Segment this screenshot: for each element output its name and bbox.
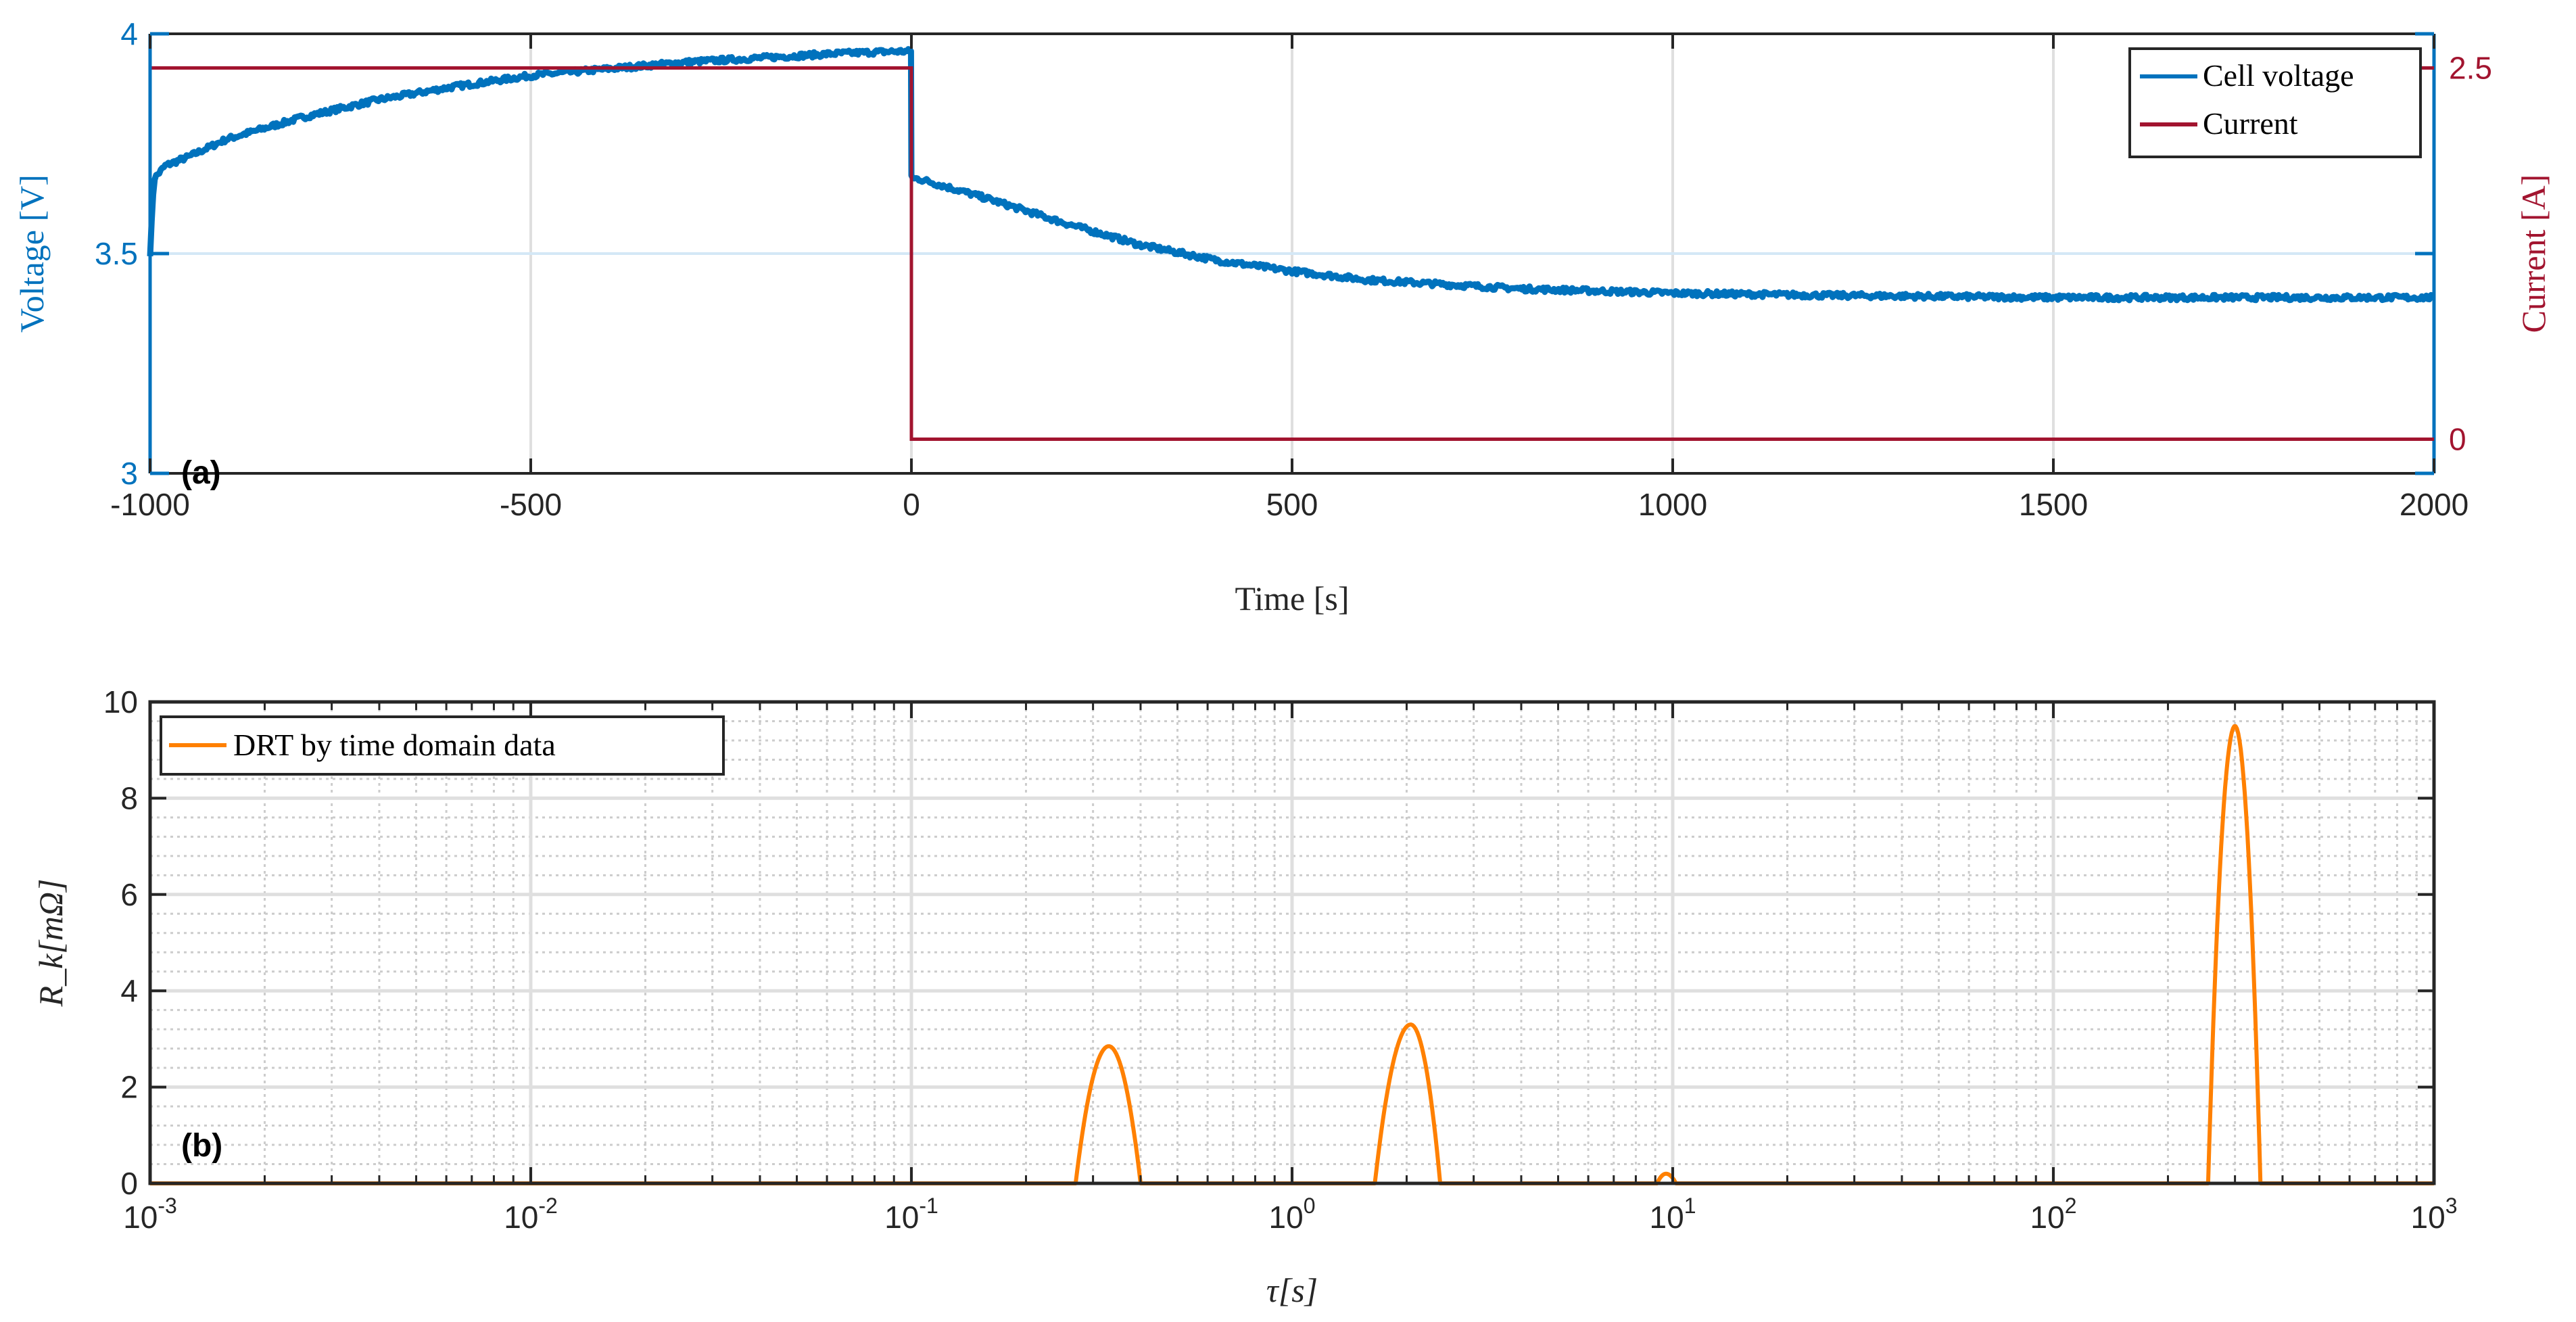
panel-a-legend: Cell voltage Current: [2128, 47, 2422, 158]
panel-b-ytick-label: 10: [103, 684, 138, 719]
legend-label-drt: DRT by time domain data: [233, 728, 556, 762]
panel-a-xtick-label: -500: [500, 487, 562, 522]
panel-a-xtick-label: 0: [903, 487, 920, 522]
panel-b-xtick-label: 103: [2411, 1194, 2458, 1235]
panel-a-xtick-label: 500: [1266, 487, 1318, 522]
panel-b-xtick-label: 10-1: [884, 1194, 938, 1235]
panel-b-xtick-label: 102: [2030, 1194, 2077, 1235]
panel-b-ytick-label: 6: [120, 877, 138, 912]
panel-b-xlabel: τ[s]: [1266, 1271, 1318, 1309]
panel-a-ytick-right-label: 2.5: [2449, 51, 2492, 86]
panel-a-xtick-label: 1500: [2019, 487, 2088, 522]
panel-b-legend-box: [160, 715, 725, 776]
panel-b-ticks: 0 2 4 6 8 10 10-3 10-2 10-1 100 101 102 103: [103, 684, 2458, 1235]
current-line: [150, 66, 2434, 441]
panel-b-ytick-label: 0: [120, 1166, 138, 1201]
legend-label-current: Current: [2203, 106, 2298, 141]
panel-a-xlabel: Time [s]: [1235, 580, 1349, 617]
panel-a-ylabel-left: Voltage [V]: [13, 174, 51, 333]
legend-label-cell-voltage: Cell voltage: [2203, 58, 2354, 93]
panel-b-ytick-label: 4: [120, 973, 138, 1008]
panel-a-legend-box: [2128, 47, 2422, 158]
panel-a-ytick-left-label: 3: [120, 456, 138, 491]
panel-b: 0 2 4 6 8 10 10-3 10-2 10-1 100 101 102 103 τ[s] R_k…: [32, 684, 2457, 1309]
panel-a-label: (a): [181, 455, 221, 491]
panel-a-ytick-left-label: 4: [120, 16, 138, 51]
panel-b-xtick-label: 100: [1269, 1194, 1316, 1235]
panel-b-ytick-label: 2: [120, 1070, 138, 1105]
panel-b-label: (b): [181, 1128, 222, 1164]
panel-a: -1000 -500 0 500 1000 1500 2000 3 3.5 4 0 2.5 Time …: [13, 16, 2552, 617]
panel-a-ytick-right-label: 0: [2449, 421, 2466, 456]
panel-a-xtick-label: -1000: [110, 487, 190, 522]
panel-b-legend: DRT by time domain data: [160, 715, 725, 776]
panel-b-xtick-label: 101: [1650, 1194, 1696, 1235]
panel-a-xtick-label: 2000: [2400, 487, 2468, 522]
panel-b-xtick-label: 10-3: [123, 1194, 177, 1235]
panel-a-xtick-label: 1000: [1638, 487, 1707, 522]
panel-a-series: [147, 46, 2436, 441]
panel-a-ylabel-right: Current [A]: [2514, 174, 2552, 333]
panel-a-ticks: -1000 -500 0 500 1000 1500 2000 3 3.5 4 0 2.5: [95, 16, 2492, 522]
panel-b-ylabel: R_k[mΩ]: [32, 879, 70, 1008]
panel-b-ytick-label: 8: [120, 780, 138, 816]
panel-a-ytick-left-label: 3.5: [95, 236, 138, 271]
cell-voltage-line: [147, 46, 2436, 304]
panel-b-xtick-label: 10-2: [504, 1194, 558, 1235]
